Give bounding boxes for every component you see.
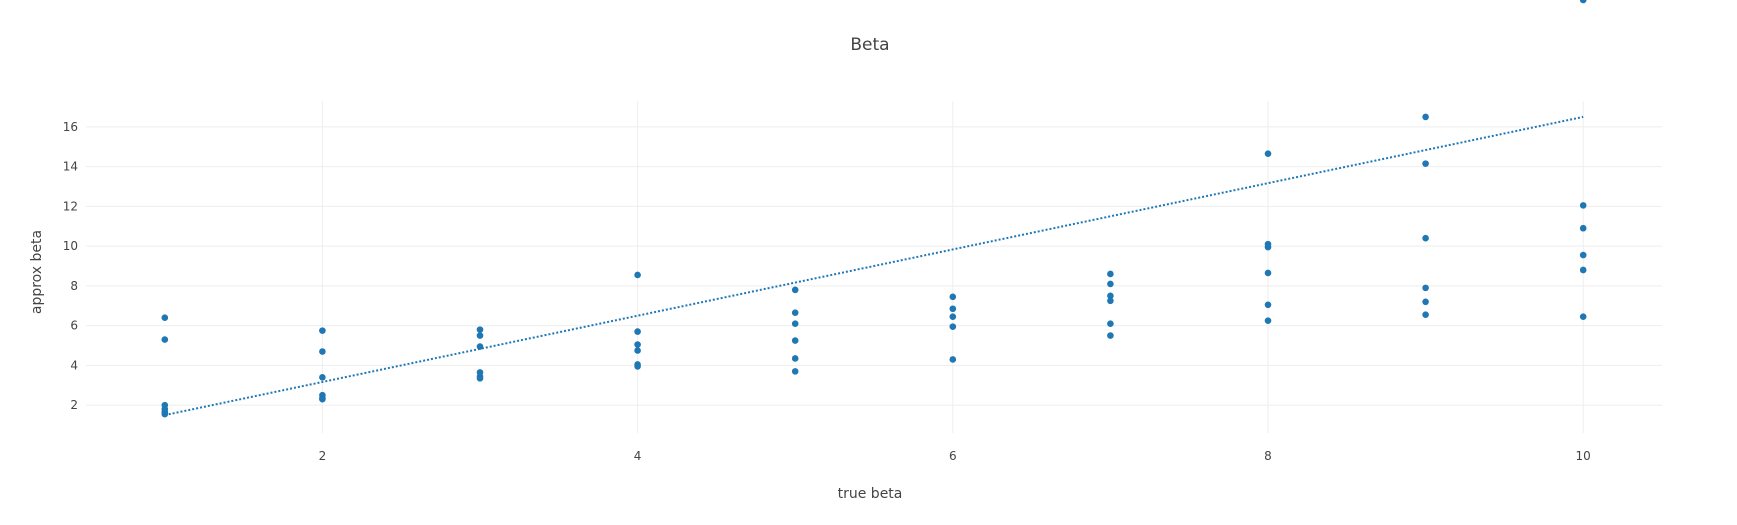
data-point	[1579, 251, 1587, 259]
series-layer	[161, 0, 1587, 418]
x-axis-title: true beta	[838, 486, 903, 502]
data-point	[634, 271, 641, 279]
data-point	[1422, 298, 1429, 306]
x-tick-label: 4	[634, 449, 642, 463]
data-point	[949, 305, 957, 313]
data-point	[791, 286, 799, 294]
data-point	[634, 363, 641, 370]
data-point	[1107, 320, 1114, 327]
data-point	[634, 347, 641, 354]
chart-title: Beta	[850, 35, 889, 55]
data-point	[1422, 113, 1429, 121]
y-tick-label: 4	[70, 358, 78, 372]
data-point	[476, 326, 484, 333]
y-tick-label: 8	[70, 279, 78, 293]
data-point	[1422, 284, 1429, 292]
x-tick-label: 10	[1576, 449, 1591, 463]
data-point	[949, 323, 957, 330]
data-point	[949, 313, 957, 321]
data-point	[1264, 269, 1272, 277]
x-tick-label: 8	[1264, 449, 1272, 463]
data-point	[1422, 160, 1429, 167]
data-point	[1579, 266, 1587, 274]
data-point	[791, 368, 799, 375]
y-tick-label: 12	[63, 199, 78, 213]
data-point	[1422, 234, 1429, 242]
y-tick-label: 6	[70, 319, 78, 333]
y-tick-label: 14	[63, 160, 78, 174]
tick-labels: 2 4 6 8 10 2 4 6 8 10 12 14 16	[63, 120, 1591, 463]
y-tick-label: 2	[70, 398, 78, 412]
fit-line	[164, 115, 1584, 417]
data-point	[1264, 150, 1272, 157]
data-point	[1579, 313, 1587, 321]
y-tick-label: 10	[63, 239, 78, 253]
data-point	[476, 375, 484, 382]
data-point	[476, 332, 484, 339]
data-point	[949, 293, 957, 301]
data-point	[1264, 301, 1272, 309]
data-point	[1264, 317, 1272, 324]
data-point	[319, 327, 326, 334]
data-point	[319, 395, 326, 403]
data-point	[1579, 202, 1587, 209]
data-point	[791, 309, 799, 317]
data-point	[791, 320, 799, 327]
data-point	[949, 356, 957, 363]
data-point	[1579, 0, 1587, 4]
data-point	[634, 341, 641, 348]
data-point	[161, 336, 169, 343]
x-tick-label: 6	[949, 449, 957, 463]
data-point	[634, 328, 641, 335]
data-point	[1107, 292, 1114, 300]
data-point	[319, 374, 326, 381]
x-tick-label: 2	[319, 449, 327, 463]
y-axis-title: approx beta	[29, 230, 45, 314]
data-point	[1107, 280, 1114, 288]
y-tick-label: 16	[63, 120, 78, 134]
data-point	[1107, 332, 1114, 339]
grid-lines	[86, 101, 1662, 433]
data-point	[1107, 270, 1114, 278]
data-point	[791, 355, 799, 362]
data-point	[319, 348, 326, 355]
data-point	[1579, 224, 1587, 232]
data-point	[161, 314, 169, 321]
data-point	[1107, 297, 1114, 305]
data-point	[1422, 311, 1429, 319]
data-point	[791, 337, 799, 344]
data-point	[1264, 243, 1272, 251]
